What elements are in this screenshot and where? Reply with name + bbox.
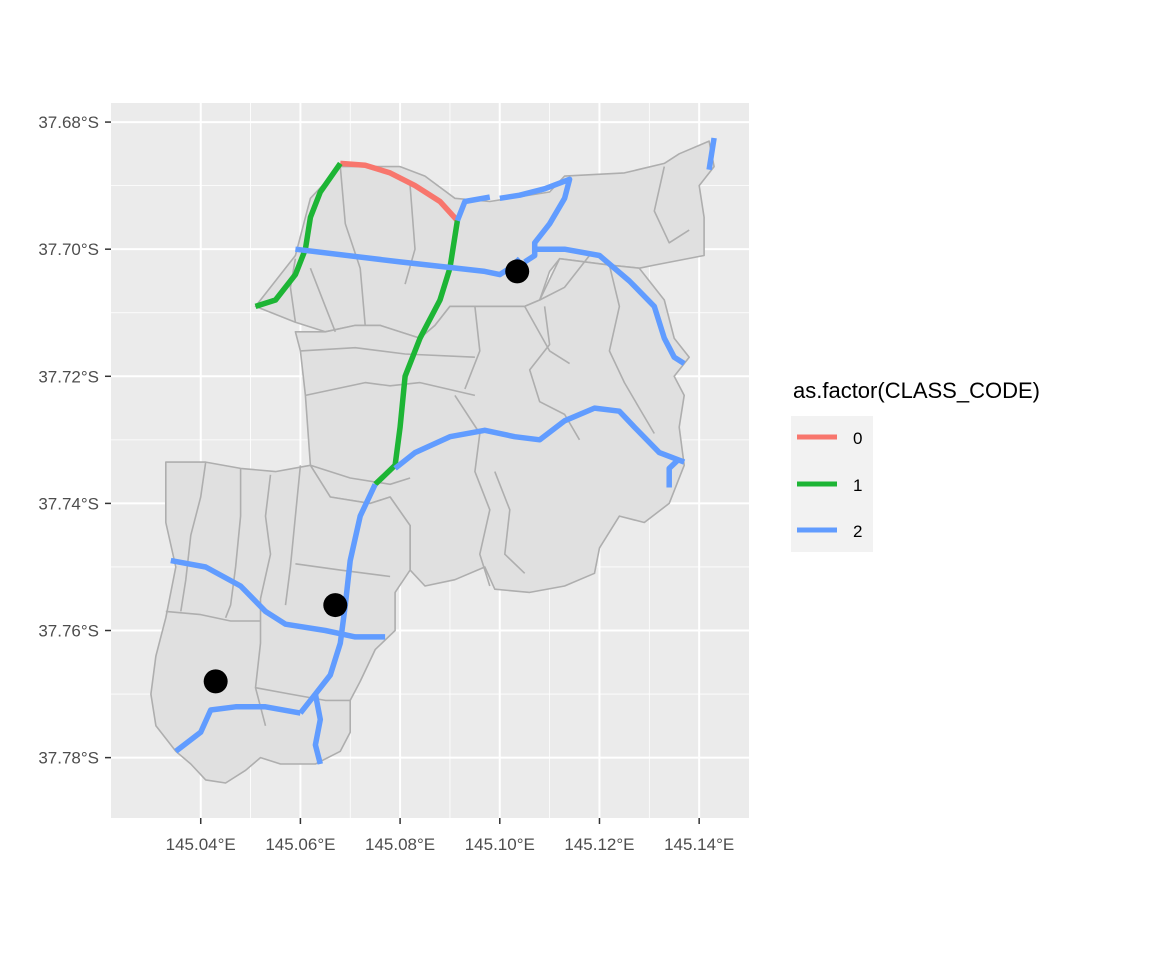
- road-class-2: [174, 704, 301, 754]
- x-tick-label: 145.06°E: [265, 835, 335, 854]
- road-class-2: [393, 405, 686, 471]
- suburb-border: [165, 610, 261, 622]
- suburb-border: [464, 306, 481, 390]
- suburb-border: [309, 267, 337, 333]
- location-point-2: [203, 669, 228, 694]
- suburb-border: [289, 258, 297, 323]
- suburb-border: [454, 394, 491, 587]
- x-tick-label: 145.04°E: [166, 835, 236, 854]
- suburb-border: [300, 346, 475, 358]
- x-tick-label: 145.14°E: [664, 835, 734, 854]
- legend-label-1: 1: [853, 476, 862, 495]
- suburb-border: [339, 166, 366, 326]
- legend: as.factor(CLASS_CODE) 0 1 2: [791, 378, 1040, 552]
- suburb-border: [284, 465, 302, 606]
- suburb-border: [524, 306, 571, 365]
- suburb-border: [305, 381, 476, 397]
- road-class-2: [454, 194, 491, 222]
- x-tick-label: 145.12°E: [564, 835, 634, 854]
- road-class-2: [534, 246, 686, 366]
- x-tick-label: 145.10°E: [465, 835, 535, 854]
- suburb-border: [653, 166, 690, 244]
- legend-label-2: 2: [853, 522, 862, 541]
- suburb-border: [310, 464, 411, 486]
- y-tick-label: 37.74°S: [38, 494, 99, 513]
- y-tick-label: 37.68°S: [38, 113, 99, 132]
- legend-label-0: 0: [853, 429, 862, 448]
- legend-key-0: [794, 418, 840, 462]
- y-tick-label: 37.76°S: [38, 622, 99, 641]
- suburb-border: [295, 563, 391, 578]
- map-axes: 145.04°E 145.06°E 145.08°E 145.10°E 145.12°E…: [38, 113, 734, 854]
- location-point-0: [505, 259, 530, 284]
- x-tick-label: 145.08°E: [365, 835, 435, 854]
- y-tick-label: 37.78°S: [38, 749, 99, 768]
- legend-title: as.factor(CLASS_CODE): [793, 378, 1040, 403]
- road-class-2: [298, 483, 378, 715]
- location-point-1: [323, 593, 348, 618]
- road-class-2: [706, 137, 717, 171]
- suburb-border: [404, 185, 416, 285]
- suburb-border: [494, 471, 526, 574]
- road-class-1: [373, 220, 461, 487]
- suburb-border: [224, 468, 242, 619]
- road-class-2: [666, 456, 682, 488]
- map-panel: [111, 103, 749, 818]
- road-class-2: [170, 557, 386, 640]
- suburb-border: [608, 264, 655, 434]
- road-class-2: [312, 693, 324, 765]
- suburb-border: [180, 461, 207, 612]
- y-tick-label: 37.72°S: [38, 367, 99, 386]
- road-class-0: [340, 160, 460, 223]
- suburb-border: [255, 686, 351, 702]
- suburb-border: [539, 255, 591, 301]
- y-tick-label: 37.70°S: [38, 240, 99, 259]
